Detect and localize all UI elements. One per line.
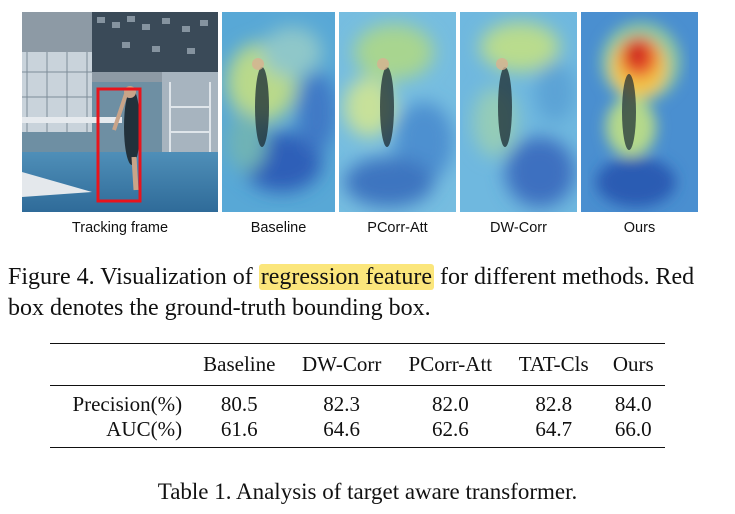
figure-caption: Figure 4. Visualization of regression fe… (8, 262, 728, 324)
results-table: Baseline DW-Corr PCorr-Att TAT-Cls Ours … (50, 343, 665, 448)
header-cell-tat-cls: TAT-Cls (505, 343, 602, 386)
table-caption: Table 1. Analysis of target aware transf… (157, 479, 578, 504)
table-cell: 64.6 (288, 417, 395, 448)
dw-corr-heatmap (460, 12, 577, 212)
table-cell: 80.5 (220, 392, 258, 416)
header-cell-dw-corr: DW-Corr (288, 343, 395, 386)
table-cell: 64.7 (505, 417, 602, 448)
table-cell: 82.0 (431, 392, 469, 416)
table-cell: 61.6 (190, 417, 289, 448)
baseline-heatmap (222, 12, 335, 212)
row-label-precision: Precision(%) (72, 392, 183, 416)
panel-label-tracking-frame: Tracking frame (71, 220, 169, 236)
header-cell-pcorr-att: PCorr-Att (394, 343, 506, 386)
caption-highlight[interactable]: regression feature (258, 264, 434, 290)
table-header-row: Baseline DW-Corr PCorr-Att TAT-Cls Ours (50, 343, 665, 386)
panel-label-ours: Ours (623, 220, 656, 236)
header-cell-baseline: Baseline (190, 343, 289, 386)
table-cell: 82.3 (323, 392, 361, 416)
table-cell: 62.6 (394, 417, 506, 448)
table-row: Precision(%) 80.5 82.3 82.0 82.8 84.0 (50, 386, 665, 418)
caption-prefix: Figure 4. Visualization of (8, 264, 259, 290)
ground-truth-box (96, 87, 142, 203)
visualization-figure (22, 12, 698, 212)
table-cell: 82.8 (535, 392, 573, 416)
ours-heatmap (581, 12, 698, 212)
panel-label-pcorr-att: PCorr-Att (367, 220, 428, 236)
panel-label-dw-corr: DW-Corr (490, 220, 547, 236)
table-row: AUC(%) 61.6 64.6 62.6 64.7 66.0 (50, 417, 665, 448)
header-cell-ours: Ours (601, 343, 665, 386)
table-cell-best: 84.0 (614, 392, 652, 416)
tracking-frame-image (22, 12, 218, 212)
row-label-auc: AUC(%) (50, 417, 191, 448)
panel-label-baseline: Baseline (250, 220, 307, 236)
table-cell-best: 66.0 (601, 417, 665, 448)
header-cell-empty (50, 343, 191, 386)
pcorr-att-heatmap (339, 12, 456, 212)
caption-suffix: for different methods. Red box denotes t… (8, 264, 695, 321)
